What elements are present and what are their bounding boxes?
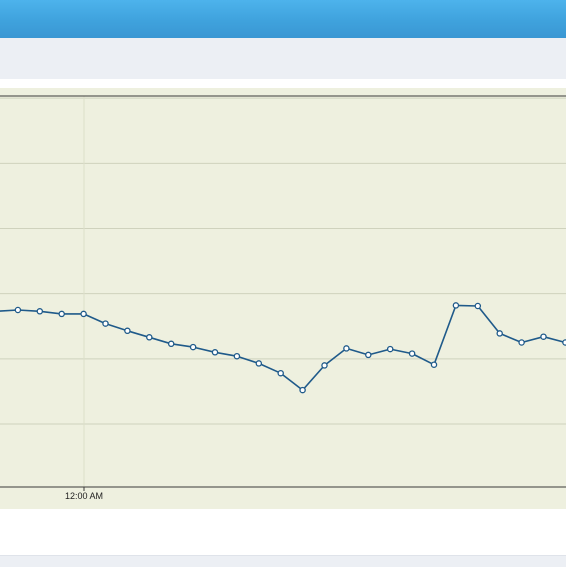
data-point[interactable]: [343, 345, 350, 352]
chart-gridlines: [0, 96, 566, 487]
data-point[interactable]: [430, 361, 438, 368]
toolbar-strip: [0, 38, 566, 79]
data-point[interactable]: [233, 352, 241, 360]
chart-area: [0, 88, 566, 509]
series-points: [14, 302, 566, 394]
data-point[interactable]: [562, 339, 566, 346]
data-point[interactable]: [386, 345, 394, 353]
data-point[interactable]: [277, 369, 284, 377]
data-point[interactable]: [211, 349, 219, 356]
data-point[interactable]: [452, 302, 460, 309]
top-header-bar: [0, 0, 566, 38]
data-point[interactable]: [365, 351, 372, 359]
data-point[interactable]: [255, 360, 263, 367]
data-point[interactable]: [146, 334, 153, 341]
data-point[interactable]: [474, 302, 482, 310]
data-point[interactable]: [124, 327, 131, 335]
data-point[interactable]: [189, 343, 197, 351]
data-point[interactable]: [36, 308, 44, 315]
data-point[interactable]: [540, 333, 547, 340]
data-point[interactable]: [496, 330, 503, 337]
plot-frame: [0, 95, 566, 488]
data-point[interactable]: [167, 340, 175, 348]
data-point[interactable]: [14, 306, 22, 314]
data-point[interactable]: [518, 339, 525, 346]
footer-strip: [0, 555, 566, 567]
data-point[interactable]: [58, 310, 65, 318]
x-axis-ticks: 12:00 AM: [65, 487, 103, 501]
data-point[interactable]: [80, 310, 87, 318]
x-tick-label: 12:00 AM: [65, 491, 103, 501]
data-point[interactable]: [321, 362, 328, 369]
data-point[interactable]: [299, 386, 306, 394]
series-line: [0, 304, 566, 391]
data-point[interactable]: [102, 320, 109, 327]
data-point[interactable]: [408, 350, 416, 357]
